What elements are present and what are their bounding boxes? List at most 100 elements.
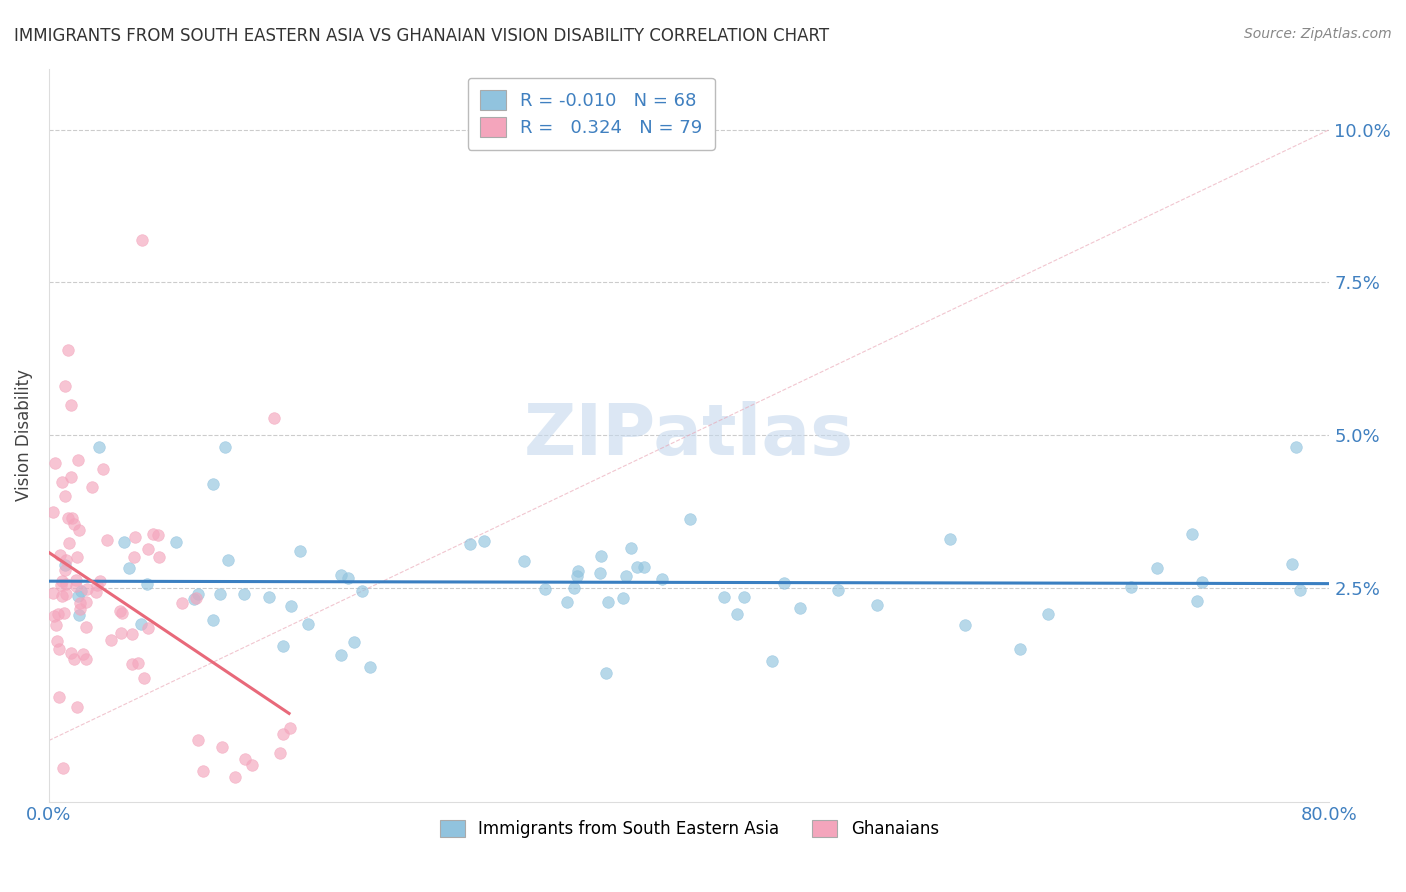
- Ghanaians: [89, 574, 111, 589]
- Ghanaians: [67, 452, 90, 467]
- Ghanaians: [52, 607, 75, 621]
- Immigrants from South Eastern Asia: [555, 595, 578, 609]
- Immigrants from South Eastern Asia: [233, 587, 256, 601]
- Immigrants from South Eastern Asia: [1191, 575, 1213, 590]
- Ghanaians: [56, 510, 79, 524]
- Ghanaians: [191, 764, 214, 778]
- Ghanaians: [76, 582, 98, 596]
- Immigrants from South Eastern Asia: [633, 560, 655, 574]
- Ghanaians: [53, 379, 76, 393]
- Immigrants from South Eastern Asia: [209, 587, 232, 601]
- Ghanaians: [136, 541, 159, 556]
- Immigrants from South Eastern Asia: [217, 553, 239, 567]
- Immigrants from South Eastern Asia: [1008, 641, 1031, 656]
- Immigrants from South Eastern Asia: [329, 568, 352, 582]
- Text: IMMIGRANTS FROM SOUTH EASTERN ASIA VS GHANAIAN VISION DISABILITY CORRELATION CHA: IMMIGRANTS FROM SOUTH EASTERN ASIA VS GH…: [14, 27, 830, 45]
- Ghanaians: [67, 523, 90, 537]
- Immigrants from South Eastern Asia: [1180, 527, 1202, 541]
- Immigrants from South Eastern Asia: [1185, 594, 1208, 608]
- Ghanaians: [184, 591, 207, 606]
- Immigrants from South Eastern Asia: [336, 571, 359, 585]
- Ghanaians: [63, 652, 86, 666]
- Ghanaians: [86, 578, 108, 592]
- Ghanaians: [53, 489, 76, 503]
- Ghanaians: [51, 589, 73, 603]
- Immigrants from South Eastern Asia: [773, 576, 796, 591]
- Immigrants from South Eastern Asia: [953, 618, 976, 632]
- Immigrants from South Eastern Asia: [112, 534, 135, 549]
- Ghanaians: [124, 530, 146, 544]
- Immigrants from South Eastern Asia: [214, 440, 236, 454]
- Immigrants from South Eastern Asia: [87, 440, 110, 454]
- Text: ZIPatlas: ZIPatlas: [524, 401, 855, 469]
- Ghanaians: [278, 721, 301, 735]
- Immigrants from South Eastern Asia: [280, 599, 302, 613]
- Immigrants from South Eastern Asia: [866, 598, 889, 612]
- Immigrants from South Eastern Asia: [1119, 580, 1142, 594]
- Ghanaians: [49, 548, 72, 562]
- Immigrants from South Eastern Asia: [562, 581, 585, 595]
- Ghanaians: [80, 480, 103, 494]
- Immigrants from South Eastern Asia: [827, 583, 849, 598]
- Ghanaians: [51, 574, 73, 588]
- Immigrants from South Eastern Asia: [620, 541, 643, 556]
- Ghanaians: [44, 608, 66, 623]
- Immigrants from South Eastern Asia: [679, 512, 702, 526]
- Immigrants from South Eastern Asia: [1281, 557, 1303, 571]
- Immigrants from South Eastern Asia: [202, 477, 225, 491]
- Ghanaians: [55, 576, 77, 591]
- Ghanaians: [75, 595, 97, 609]
- Immigrants from South Eastern Asia: [512, 554, 534, 568]
- Ghanaians: [55, 587, 77, 601]
- Ghanaians: [56, 343, 79, 357]
- Immigrants from South Eastern Asia: [118, 561, 141, 575]
- Ghanaians: [69, 596, 91, 610]
- Ghanaians: [121, 657, 143, 671]
- Ghanaians: [75, 620, 97, 634]
- Ghanaians: [63, 517, 86, 532]
- Ghanaians: [46, 607, 69, 621]
- Ghanaians: [75, 652, 97, 666]
- Ghanaians: [91, 462, 114, 476]
- Ghanaians: [263, 411, 285, 425]
- Immigrants from South Eastern Asia: [595, 666, 617, 681]
- Legend: Immigrants from South Eastern Asia, Ghanaians: Immigrants from South Eastern Asia, Ghan…: [433, 813, 945, 845]
- Ghanaians: [55, 563, 77, 577]
- Ghanaians: [45, 617, 67, 632]
- Ghanaians: [42, 586, 65, 600]
- Immigrants from South Eastern Asia: [69, 583, 91, 598]
- Immigrants from South Eastern Asia: [761, 654, 783, 668]
- Ghanaians: [51, 475, 73, 489]
- Immigrants from South Eastern Asia: [596, 595, 619, 609]
- Ghanaians: [132, 671, 155, 685]
- Ghanaians: [131, 233, 153, 247]
- Text: Source: ZipAtlas.com: Source: ZipAtlas.com: [1244, 27, 1392, 41]
- Ghanaians: [44, 456, 66, 470]
- Ghanaians: [111, 606, 134, 620]
- Ghanaians: [269, 746, 291, 760]
- Immigrants from South Eastern Asia: [290, 544, 312, 558]
- Ghanaians: [60, 511, 83, 525]
- Ghanaians: [84, 585, 107, 599]
- Immigrants from South Eastern Asia: [1036, 607, 1059, 621]
- Ghanaians: [66, 699, 89, 714]
- Immigrants from South Eastern Asia: [297, 616, 319, 631]
- Ghanaians: [55, 552, 77, 566]
- Ghanaians: [48, 690, 70, 704]
- Ghanaians: [60, 397, 83, 411]
- Immigrants from South Eastern Asia: [187, 587, 209, 601]
- Immigrants from South Eastern Asia: [589, 566, 612, 580]
- Immigrants from South Eastern Asia: [565, 569, 588, 583]
- Ghanaians: [240, 758, 263, 772]
- Ghanaians: [142, 526, 165, 541]
- Immigrants from South Eastern Asia: [472, 534, 495, 549]
- Ghanaians: [65, 574, 87, 588]
- Immigrants from South Eastern Asia: [183, 592, 205, 607]
- Immigrants from South Eastern Asia: [66, 590, 89, 604]
- Immigrants from South Eastern Asia: [612, 591, 634, 606]
- Immigrants from South Eastern Asia: [271, 639, 294, 653]
- Immigrants from South Eastern Asia: [534, 582, 557, 597]
- Ghanaians: [69, 601, 91, 615]
- Ghanaians: [72, 647, 94, 661]
- Ghanaians: [148, 549, 170, 564]
